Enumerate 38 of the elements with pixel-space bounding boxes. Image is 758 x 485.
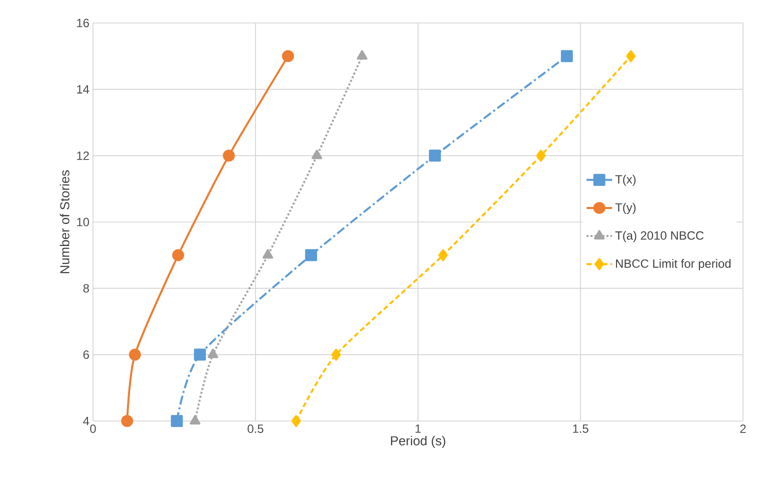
point	[194, 348, 206, 361]
point	[356, 50, 368, 60]
point	[128, 348, 141, 361]
point	[291, 415, 301, 427]
legend-label: T(y)	[615, 202, 636, 214]
point	[560, 50, 573, 62]
y-tick-label: 6	[83, 350, 89, 359]
y-tick-label: 12	[77, 151, 89, 160]
point	[312, 150, 322, 160]
point	[331, 348, 341, 361]
point	[626, 50, 636, 62]
point	[170, 415, 183, 427]
point	[172, 249, 184, 262]
point	[190, 415, 200, 424]
point	[438, 249, 448, 262]
legend-label: T(a) 2010 NBCC	[615, 230, 704, 242]
point	[121, 415, 134, 427]
point	[208, 348, 218, 358]
y-tick-label: 8	[83, 284, 89, 293]
legend-label: T(x)	[615, 174, 636, 186]
x-tick-label: 0.5	[248, 424, 264, 433]
point	[222, 150, 235, 162]
x-axis-title: Period (s)	[390, 436, 446, 448]
y-axis-title: Number of Stories	[60, 170, 70, 274]
x-tick-label: 0	[90, 424, 96, 433]
point	[305, 249, 318, 262]
y-tick-label: 10	[77, 218, 90, 226]
point	[282, 50, 294, 62]
y-tick-label: 4	[83, 416, 90, 426]
y-tick-label: 14	[77, 85, 90, 94]
point	[262, 249, 274, 259]
point	[428, 150, 441, 162]
y-tick-label: 16	[77, 18, 89, 28]
legend-label: NBCC Limit for period	[616, 259, 731, 270]
point	[536, 150, 546, 162]
x-tick-label: 2	[740, 424, 746, 433]
x-tick-label: 1.5	[573, 424, 588, 433]
x-tick-label: 1	[416, 424, 421, 433]
